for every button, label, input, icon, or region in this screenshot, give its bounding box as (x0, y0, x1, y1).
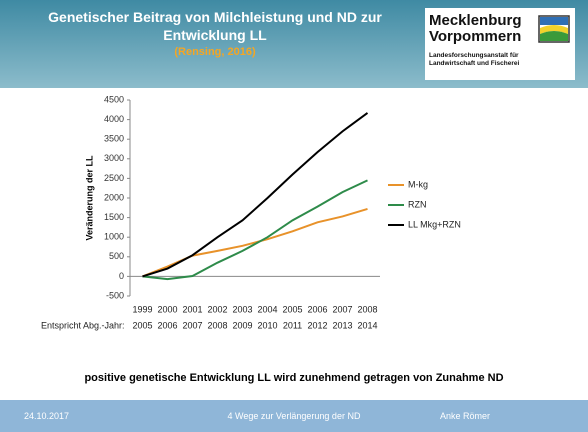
series-line (142, 179, 368, 281)
secondary-tick-label: 2009 (232, 320, 252, 330)
secondary-tick-label: 2011 (283, 320, 302, 330)
secondary-tick-label: 2012 (307, 320, 327, 330)
x-tick-label: 2007 (332, 304, 352, 314)
footer-center: 4 Wege zur Verlängerung der ND (227, 411, 361, 421)
x-tick-label: 2008 (357, 304, 377, 314)
footer-date: 24.10.2017 (24, 411, 70, 421)
y-tick-label: 4500 (104, 94, 124, 104)
legend-label: M-kg (408, 179, 428, 189)
legend-label: RZN (408, 199, 427, 209)
x-tick-label: 2004 (257, 304, 277, 314)
logo-flag (538, 15, 570, 43)
y-tick-label: 1500 (104, 212, 124, 222)
logo-sub: Landwirtschaft und Fischerei (429, 60, 520, 67)
logo-name: Vorpommern (429, 28, 522, 45)
series-line (142, 208, 368, 278)
x-tick-label: 2006 (307, 304, 327, 314)
conclusion: positive genetische Entwicklung LL wird … (84, 372, 504, 384)
secondary-tick-label: 2013 (332, 320, 352, 330)
y-tick-label: 3000 (104, 153, 124, 163)
secondary-tick-label: 2007 (182, 320, 202, 330)
y-tick-label: 500 (109, 251, 124, 261)
y-axis-label: Veränderung der LL (84, 155, 94, 241)
chart: -500 0 500 1000 1500 2000 2500 3000 3500 4000 4500… (41, 94, 461, 330)
slide-title: Genetischer Beitrag von Milchleistung un… (48, 9, 382, 43)
series-line (142, 112, 369, 278)
x-tick-label: 1999 (132, 304, 152, 314)
y-tick-label: 1000 (104, 232, 124, 242)
footer-author: Anke Römer (440, 411, 491, 421)
x-tick-label: 2001 (182, 304, 202, 314)
secondary-tick-label: 2010 (257, 320, 277, 330)
y-tick-label: -500 (106, 290, 124, 300)
y-tick-label: 4000 (104, 114, 124, 124)
y-tick-label: 3500 (104, 134, 124, 144)
secondary-tick-label: 2005 (132, 320, 152, 330)
x-tick-label: 2003 (232, 304, 252, 314)
x-tick-label: 2005 (282, 304, 302, 314)
y-tick-label: 2000 (104, 192, 124, 202)
y-tick-label: 2500 (104, 173, 124, 183)
secondary-label: Entspricht Abg.-Jahr: (41, 320, 125, 330)
secondary-tick-label: 2014 (357, 320, 377, 330)
x-tick-label: 2002 (207, 304, 227, 314)
legend-label: LL Mkg+RZN (408, 219, 461, 229)
y-tick-label: 0 (119, 271, 124, 281)
logo-sub: Landesforschungsanstalt für (429, 52, 519, 59)
logo-name: Mecklenburg (429, 12, 522, 29)
secondary-tick-label: 2006 (157, 320, 177, 330)
x-tick-label: 2000 (157, 304, 177, 314)
slide-source: (Rensing, 2016) (174, 46, 256, 58)
secondary-tick-label: 2008 (207, 320, 227, 330)
logo: Mecklenburg Vorpommern Landesforschungsa… (425, 8, 575, 80)
footer-band: 24.10.2017 4 Wege zur Verlängerung der N… (0, 400, 588, 432)
